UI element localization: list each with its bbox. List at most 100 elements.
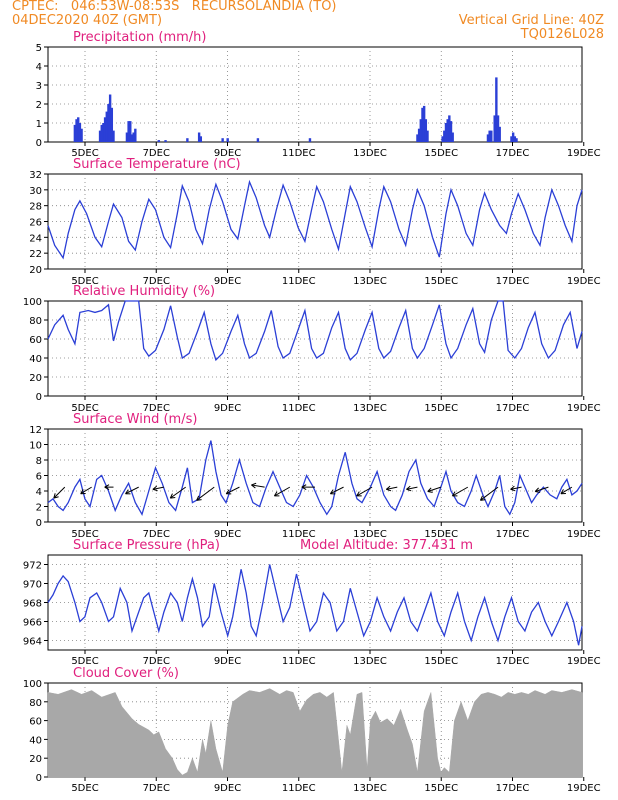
surface_pressure-xtick-label: 19DEC xyxy=(567,656,601,667)
precip-bar xyxy=(98,130,102,142)
precip-bar xyxy=(134,128,137,142)
precip-bar xyxy=(221,138,224,142)
surface_wind-ytick-label: 12 xyxy=(29,425,42,436)
surface_temperature-xtick-label: 15DEC xyxy=(424,276,458,287)
vertical-grid-note: Vertical Grid Line: 40Z xyxy=(458,13,604,28)
precip-bar xyxy=(102,123,105,142)
cloud_cover-ytick-label: 40 xyxy=(29,735,42,746)
surface_pressure-ytick-label: 972 xyxy=(23,561,42,572)
wind-arrow xyxy=(196,486,215,501)
precip-bar xyxy=(444,123,448,142)
precip-bar xyxy=(417,128,421,142)
surface_wind-ytick-label: 2 xyxy=(36,503,42,514)
precip-bar xyxy=(446,119,449,142)
surface_pressure-ytick-label: 970 xyxy=(23,580,42,591)
cloud_cover-xtick-label: 5DEC xyxy=(71,783,98,794)
precip-bar xyxy=(157,140,161,142)
wind-arrow-head xyxy=(251,482,257,489)
precip-bar xyxy=(441,136,444,142)
precipitation-xtick-label: 5DEC xyxy=(71,148,98,159)
surface_pressure-line xyxy=(47,564,583,646)
precip-bar xyxy=(416,134,419,142)
surface_temperature-panel: Surface Temperature (nC) 20 22 24 26 28 30 32 5D… xyxy=(29,157,600,287)
surface_temperature-xtick-label: 9DEC xyxy=(214,276,241,287)
precip-bar xyxy=(449,121,453,142)
surface_wind-xtick-label: 11DEC xyxy=(282,529,316,540)
cloud_cover-area xyxy=(47,688,583,778)
wind-arrow-head xyxy=(385,485,392,492)
cloud_cover-xtick-label: 9DEC xyxy=(214,783,241,794)
precip-bar xyxy=(422,105,426,142)
surface_wind-ytick-label: 0 xyxy=(36,518,42,529)
wind-arrow xyxy=(330,486,344,495)
wind-arrow xyxy=(152,486,164,490)
precip-bar xyxy=(419,119,422,142)
surface_pressure-xtick-label: 5DEC xyxy=(71,656,98,667)
wind-arrow-head xyxy=(196,495,202,501)
relative_humidity-line xyxy=(47,300,583,362)
wind-arrow-head xyxy=(152,485,158,492)
wind-arrow xyxy=(480,486,499,501)
wind-arrow-head xyxy=(451,491,458,497)
surface_temperature-xtick-label: 13DEC xyxy=(353,276,387,287)
relative_humidity-xtick-label: 15DEC xyxy=(424,403,458,414)
precip-bar xyxy=(103,117,107,142)
wind-arrow xyxy=(170,486,186,499)
precip-bar xyxy=(110,107,114,142)
precip-bar xyxy=(496,115,500,142)
relative_humidity-panel: Relative Humidity (%) 0 20 40 60 80 100 5DEC 7DE… xyxy=(23,284,601,414)
surface_wind-xtick-label: 19DEC xyxy=(567,529,601,540)
precip-bar xyxy=(493,115,496,142)
surface_temperature-ytick-label: 20 xyxy=(29,265,42,276)
precipitation-ytick-label: 3 xyxy=(36,81,42,92)
surface_temperature-ytick-label: 24 xyxy=(29,233,42,244)
surface_temperature-xtick-label: 11DEC xyxy=(282,276,316,287)
surface_pressure-ytick-label: 966 xyxy=(23,618,42,629)
precip-bar xyxy=(486,134,490,142)
surface_temperature-xtick-label: 7DEC xyxy=(143,276,170,287)
wind-arrow-head xyxy=(301,484,307,490)
precipitation-xtick-label: 15DEC xyxy=(424,148,458,159)
precipitation-xtick-label: 19DEC xyxy=(567,148,601,159)
precipitation-xtick-label: 11DEC xyxy=(282,148,316,159)
precip-bar xyxy=(112,130,115,142)
precip-bar xyxy=(308,138,312,142)
relative_humidity-xtick-label: 19DEC xyxy=(567,403,601,414)
precipitation-xtick-label: 9DEC xyxy=(214,148,241,159)
wind-arrow-head xyxy=(406,485,412,492)
cloud_cover-panel: Cloud Cover (%) 0 20 40 60 80 100 5DEC 7DEC 9DEC 1… xyxy=(23,666,601,794)
relative_humidity-title: Relative Humidity (%) xyxy=(73,284,215,299)
surface_wind-title: Surface Wind (m/s) xyxy=(73,412,197,427)
surface_pressure-ytick-label: 964 xyxy=(23,637,42,648)
run-datetime: 04DEC2020 40Z (GMT) xyxy=(12,13,163,28)
relative_humidity-ytick-label: 0 xyxy=(36,392,42,403)
relative_humidity-xtick-label: 13DEC xyxy=(353,403,387,414)
wind-arrow-head xyxy=(53,493,59,499)
precip-bar xyxy=(226,138,229,142)
wind-arrow-head xyxy=(427,487,433,493)
wind-arrow xyxy=(125,486,139,495)
wind-arrow xyxy=(80,486,92,495)
surface_wind-xtick-label: 17DEC xyxy=(496,529,530,540)
cloud_cover-xtick-label: 13DEC xyxy=(353,783,387,794)
relative_humidity-frame xyxy=(47,300,583,397)
wind-arrow-head xyxy=(356,491,362,497)
precipitation-panel: Precipitation (mm/h) 0 1 2 3 4 5 5DEC 7DEC 9DEC 11… xyxy=(36,30,601,159)
surface_pressure-annotation: Model Altitude: 377.431 m xyxy=(300,538,473,553)
surface_wind-ytick-label: 4 xyxy=(36,487,42,498)
surface_pressure-panel: Surface Pressure (hPa) Model Altitude: 37… xyxy=(23,538,601,667)
precipitation-ytick-label: 2 xyxy=(36,100,42,111)
cloud_cover-ytick-label: 60 xyxy=(29,717,42,728)
wind-arrow xyxy=(386,486,398,490)
wind-arrow-head xyxy=(479,495,486,501)
surface_pressure-xtick-label: 9DEC xyxy=(214,656,241,667)
precip-bar xyxy=(108,94,112,142)
precip-bar xyxy=(511,132,515,142)
wind-arrow xyxy=(53,486,66,499)
relative_humidity-ytick-label: 60 xyxy=(29,335,42,346)
relative_humidity-ytick-label: 80 xyxy=(29,316,42,327)
precip-bar xyxy=(513,136,517,142)
cloud_cover-xtick-label: 15DEC xyxy=(424,783,458,794)
cloud_cover-ytick-label: 20 xyxy=(29,754,42,765)
precip-bar xyxy=(498,126,501,142)
